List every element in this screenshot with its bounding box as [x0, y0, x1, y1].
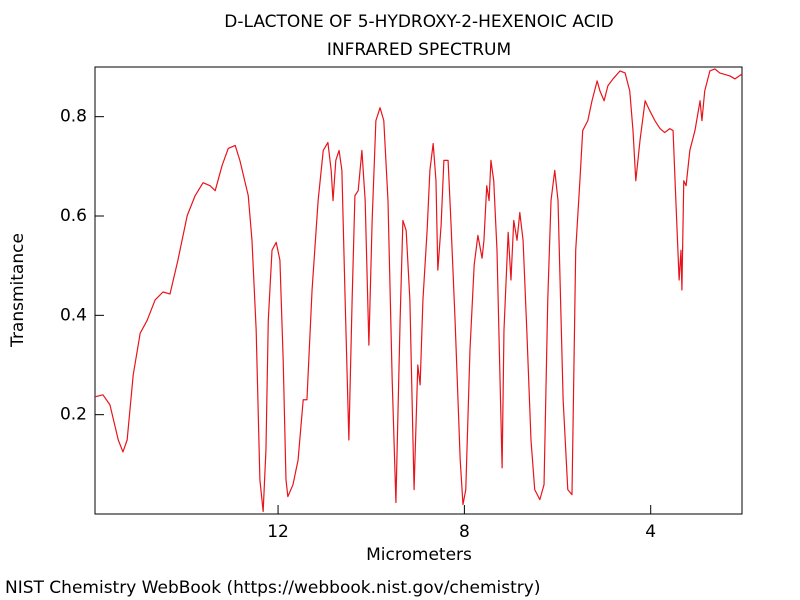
- y-tick-label: 0.6: [60, 206, 87, 226]
- plot-frame: [94, 66, 743, 515]
- x-tick-label: 8: [459, 522, 470, 542]
- source-note: NIST Chemistry WebBook (https://webbook.…: [5, 578, 540, 598]
- chart-subtitle: INFRARED SPECTRUM: [327, 40, 511, 60]
- x-tick-label: 12: [267, 522, 289, 542]
- y-axis-label: Transmitance: [8, 233, 28, 348]
- spectrum-line: [94, 68, 743, 513]
- x-axis-label: Micrometers: [366, 545, 472, 565]
- y-tick-label: 0.2: [60, 405, 87, 425]
- y-tick-label: 0.8: [60, 107, 87, 127]
- chart-title: D-LACTONE OF 5-HYDROXY-2-HEXENOIC ACID: [224, 12, 614, 32]
- x-tick-label: 4: [645, 522, 656, 542]
- y-tick-label: 0.4: [60, 305, 87, 325]
